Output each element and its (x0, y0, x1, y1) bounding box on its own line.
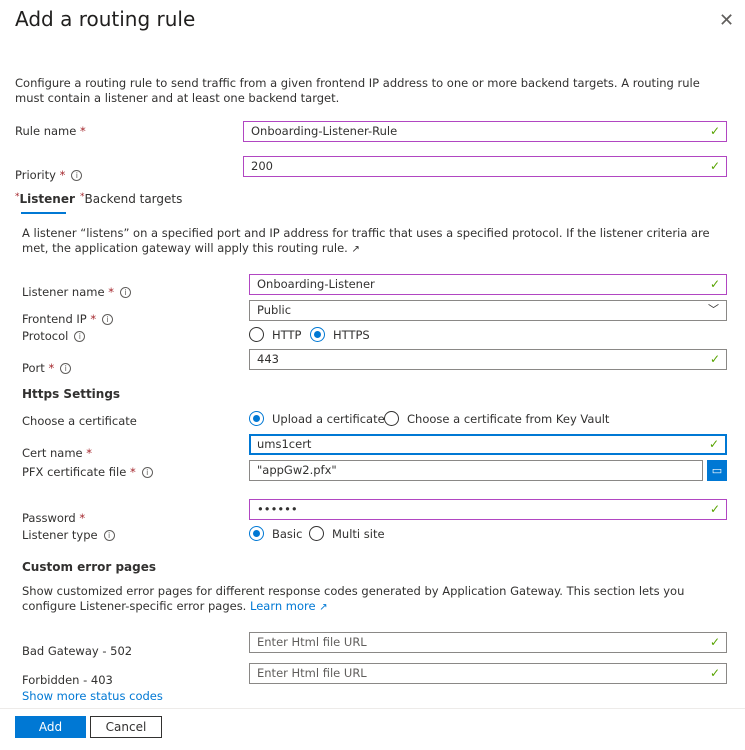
radio-https[interactable]: HTTPS (310, 327, 370, 342)
form-panel[interactable]: Add a routing rule ✕ Configure a routing… (0, 0, 745, 708)
listener-description: A listener “listens” on a specified port… (22, 226, 710, 255)
choose-certificate-label: Choose a certificate (22, 414, 137, 428)
show-more-status-codes-link[interactable]: Show more status codes (22, 689, 163, 703)
radio-http[interactable]: HTTP (249, 327, 301, 342)
radio-basic[interactable]: Basic (249, 526, 302, 541)
tab-listener[interactable]: *Listener (15, 192, 75, 206)
port-input[interactable]: 443 ✓ (249, 349, 727, 370)
check-icon: ✓ (709, 124, 720, 138)
info-icon: i (141, 467, 153, 478)
info-icon: i (74, 331, 86, 342)
listener-type-label: Listener type i (22, 528, 115, 542)
page-title: Add a routing rule (15, 7, 196, 31)
bad-gateway-label: Bad Gateway - 502 (22, 644, 133, 658)
port-label: Port * i (22, 361, 72, 375)
frontend-ip-select[interactable]: Public ﹀ (249, 300, 727, 321)
custom-error-description: Show customized error pages for differen… (22, 584, 685, 613)
pfx-file-label: PFX certificate file * i (22, 465, 153, 479)
cert-name-input[interactable]: ums1cert ✓ (249, 434, 727, 455)
frontend-ip-label: Frontend IP * i (22, 312, 114, 326)
external-link-icon: ↗ (351, 244, 360, 255)
folder-browse-icon[interactable]: ▭ (707, 460, 727, 481)
check-icon: ✓ (709, 352, 720, 366)
radio-key-vault[interactable]: Choose a certificate from Key Vault (384, 411, 609, 426)
pfx-file-input[interactable]: "appGw2.pfx" (249, 460, 703, 481)
info-icon: i (102, 314, 114, 325)
priority-label: Priority * i (15, 168, 83, 182)
check-icon: ✓ (709, 159, 720, 173)
external-link-icon: ↗ (319, 602, 328, 613)
check-icon: ✓ (709, 502, 720, 516)
tab-underline (21, 212, 66, 214)
rule-name-label: Rule name * (15, 124, 86, 138)
add-button[interactable]: Add (15, 716, 86, 738)
https-settings-heading: Https Settings (22, 387, 121, 401)
info-icon: i (103, 530, 115, 541)
password-label: Password * (22, 511, 86, 525)
priority-input[interactable]: 200 ✓ (243, 156, 727, 177)
check-icon: ✓ (709, 635, 720, 649)
check-icon: ✓ (709, 666, 720, 680)
rule-name-input[interactable]: Onboarding-Listener-Rule ✓ (243, 121, 727, 142)
check-icon: ✓ (708, 437, 719, 451)
info-icon: i (60, 363, 72, 374)
info-icon: i (71, 170, 83, 181)
check-icon: ✓ (709, 277, 720, 291)
tab-backend-targets[interactable]: *Backend targets (80, 192, 183, 206)
description: Configure a routing rule to send traffic… (15, 76, 700, 105)
bad-gateway-input[interactable]: Enter Html file URL ✓ (249, 632, 727, 653)
protocol-label: Protocol i (22, 329, 86, 343)
info-icon: i (119, 287, 131, 298)
password-input[interactable]: •••••• ✓ (249, 499, 727, 520)
cancel-button[interactable]: Cancel (90, 716, 162, 738)
chevron-down-icon: ﹀ (708, 303, 719, 316)
custom-error-pages-heading: Custom error pages (22, 560, 157, 574)
footer-divider (0, 708, 745, 709)
forbidden-input[interactable]: Enter Html file URL ✓ (249, 663, 727, 684)
close-icon[interactable]: ✕ (719, 10, 735, 31)
forbidden-label: Forbidden - 403 (22, 673, 113, 687)
listener-name-label: Listener name * i (22, 285, 131, 299)
radio-upload-certificate[interactable]: Upload a certificate (249, 411, 385, 426)
learn-more-link[interactable]: Learn more ↗ (250, 599, 328, 613)
cert-name-label: Cert name * (22, 446, 93, 460)
listener-name-input[interactable]: Onboarding-Listener ✓ (249, 274, 727, 295)
radio-multi-site[interactable]: Multi site (309, 526, 385, 541)
